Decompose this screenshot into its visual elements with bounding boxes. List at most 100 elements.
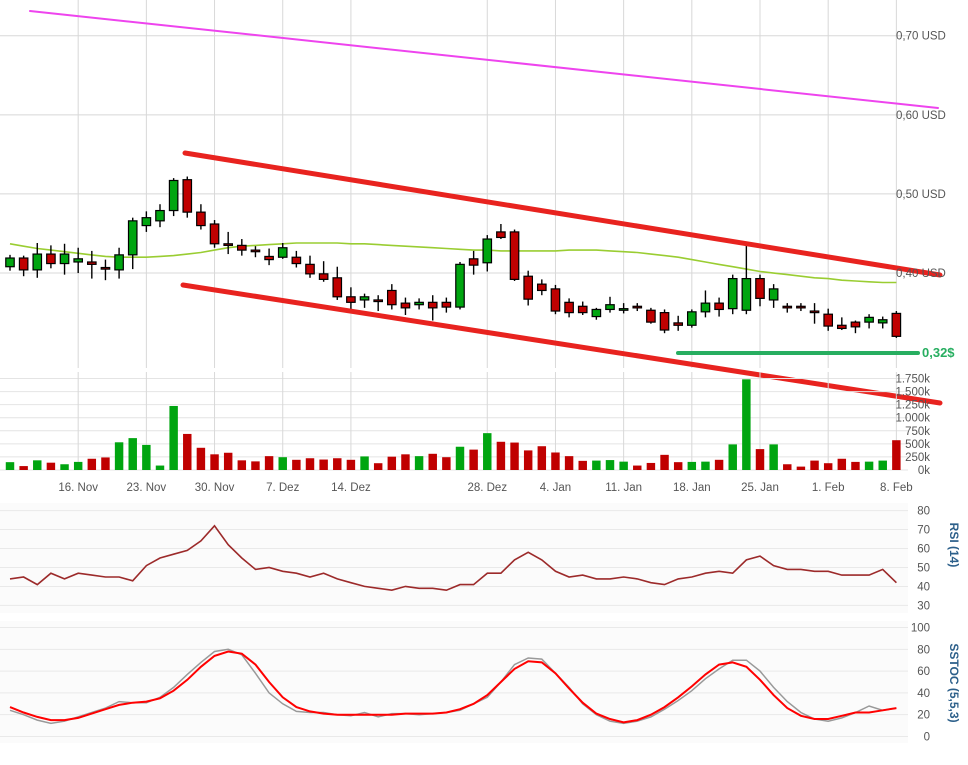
volume-bar[interactable]: [742, 379, 751, 470]
candlestick[interactable]: [86, 250, 97, 279]
candlestick[interactable]: [223, 231, 234, 255]
candlestick[interactable]: [18, 255, 29, 277]
volume-bar[interactable]: [728, 444, 737, 470]
candlestick[interactable]: [291, 250, 302, 268]
volume-bar[interactable]: [810, 460, 819, 470]
candlestick[interactable]: [877, 316, 888, 329]
candlestick[interactable]: [386, 284, 397, 310]
volume-bar[interactable]: [373, 463, 383, 470]
volume-bar[interactable]: [292, 459, 301, 470]
candlestick[interactable]: [59, 243, 70, 275]
candlestick[interactable]: [277, 242, 288, 259]
volume-bar[interactable]: [278, 457, 287, 470]
volume-bar[interactable]: [305, 458, 315, 470]
candlestick[interactable]: [73, 247, 84, 274]
volume-bar[interactable]: [33, 460, 42, 470]
candlestick[interactable]: [714, 297, 724, 317]
candlestick[interactable]: [196, 204, 206, 230]
price-panel[interactable]: 0,40 USD 0,50 USD 0,60 USD 0,70 USD 0,32$: [0, 0, 955, 406]
volume-bar[interactable]: [851, 461, 860, 470]
volume-bar[interactable]: [578, 460, 587, 470]
candlestick[interactable]: [305, 255, 315, 278]
volume-bar[interactable]: [414, 456, 424, 470]
volume-bar[interactable]: [101, 457, 110, 470]
volume-bar[interactable]: [619, 461, 628, 470]
candlestick[interactable]: [673, 315, 684, 331]
candlestick[interactable]: [168, 178, 179, 217]
volume-bar[interactable]: [892, 440, 901, 470]
candlestick[interactable]: [550, 284, 561, 315]
volume-bar[interactable]: [633, 465, 642, 470]
candlestick[interactable]: [755, 274, 765, 307]
red-channel-lower[interactable]: [180, 282, 943, 406]
volume-bar[interactable]: [687, 461, 697, 470]
candlestick[interactable]: [523, 270, 534, 306]
volume-bar[interactable]: [210, 454, 219, 470]
candlestick[interactable]: [346, 287, 356, 312]
volume-bar[interactable]: [223, 452, 233, 470]
candlestick[interactable]: [536, 279, 547, 296]
candlestick[interactable]: [250, 246, 261, 258]
volume-bar[interactable]: [537, 446, 547, 470]
volume-bar[interactable]: [646, 462, 656, 470]
trendline-overlays[interactable]: [29, 10, 943, 406]
candlestick[interactable]: [400, 297, 411, 315]
candlestick[interactable]: [332, 266, 343, 300]
candlestick[interactable]: [659, 309, 670, 334]
volume-bar[interactable]: [673, 462, 683, 470]
volume-bar[interactable]: [837, 458, 847, 470]
candlestick[interactable]: [564, 298, 574, 318]
volume-bar[interactable]: [496, 441, 506, 470]
candlestick[interactable]: [46, 245, 56, 269]
candlestick[interactable]: [836, 317, 847, 331]
candlestick[interactable]: [455, 261, 465, 310]
volume-bar[interactable]: [360, 456, 369, 470]
candlestick[interactable]: [591, 307, 602, 320]
candlestick[interactable]: [155, 204, 165, 228]
volume-bar-series[interactable]: [5, 379, 901, 470]
candlestick[interactable]: [482, 235, 493, 272]
volume-bar[interactable]: [483, 433, 492, 470]
volume-bar[interactable]: [510, 442, 519, 470]
volume-bar[interactable]: [783, 464, 792, 470]
volume-bar[interactable]: [319, 459, 328, 470]
candlestick[interactable]: [468, 250, 479, 275]
candlestick[interactable]: [318, 261, 329, 282]
volume-bar[interactable]: [551, 452, 560, 470]
volume-bar[interactable]: [428, 453, 437, 470]
candlestick-series[interactable]: [5, 176, 902, 338]
volume-bar[interactable]: [196, 447, 206, 470]
volume-bar[interactable]: [87, 458, 97, 470]
candlestick[interactable]: [850, 320, 861, 334]
candlestick[interactable]: [700, 290, 711, 318]
candlestick[interactable]: [414, 298, 424, 310]
red-channel-upper[interactable]: [182, 150, 943, 278]
candlestick[interactable]: [741, 244, 752, 315]
stochastic-panel[interactable]: 0 20 40 60 80 100 SSTOC (5,5,3): [0, 621, 961, 743]
candlestick[interactable]: [796, 303, 806, 312]
volume-bar[interactable]: [823, 463, 833, 470]
candlestick[interactable]: [32, 242, 43, 278]
volume-bar[interactable]: [155, 465, 165, 470]
volume-bar[interactable]: [523, 450, 533, 470]
volume-bar[interactable]: [387, 456, 397, 470]
volume-bar[interactable]: [19, 466, 28, 470]
candlestick[interactable]: [768, 284, 779, 308]
candlestick[interactable]: [236, 239, 247, 256]
volume-bar[interactable]: [864, 461, 874, 470]
volume-bar[interactable]: [469, 449, 478, 470]
candlestick[interactable]: [127, 217, 138, 270]
candlestick[interactable]: [209, 220, 220, 248]
volume-bar[interactable]: [714, 459, 724, 470]
volume-bar[interactable]: [401, 454, 410, 470]
candlestick[interactable]: [864, 314, 874, 329]
volume-bar[interactable]: [346, 459, 356, 470]
volume-bar[interactable]: [5, 462, 15, 470]
candlestick[interactable]: [100, 259, 111, 281]
volume-bar[interactable]: [142, 444, 151, 470]
volume-bar[interactable]: [755, 449, 765, 470]
candlestick[interactable]: [809, 303, 820, 324]
volume-bar[interactable]: [564, 456, 574, 470]
volume-bar[interactable]: [183, 433, 192, 470]
